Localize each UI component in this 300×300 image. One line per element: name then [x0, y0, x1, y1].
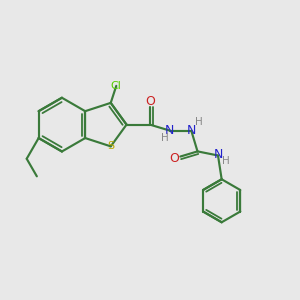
Text: O: O [170, 152, 180, 165]
Text: O: O [145, 95, 155, 108]
Text: S: S [107, 141, 114, 152]
Text: N: N [165, 124, 175, 137]
Text: H: H [222, 157, 230, 166]
Text: H: H [160, 133, 168, 143]
Text: N: N [187, 124, 196, 137]
Text: H: H [195, 117, 203, 128]
Text: Cl: Cl [111, 81, 122, 91]
Text: N: N [214, 148, 223, 161]
